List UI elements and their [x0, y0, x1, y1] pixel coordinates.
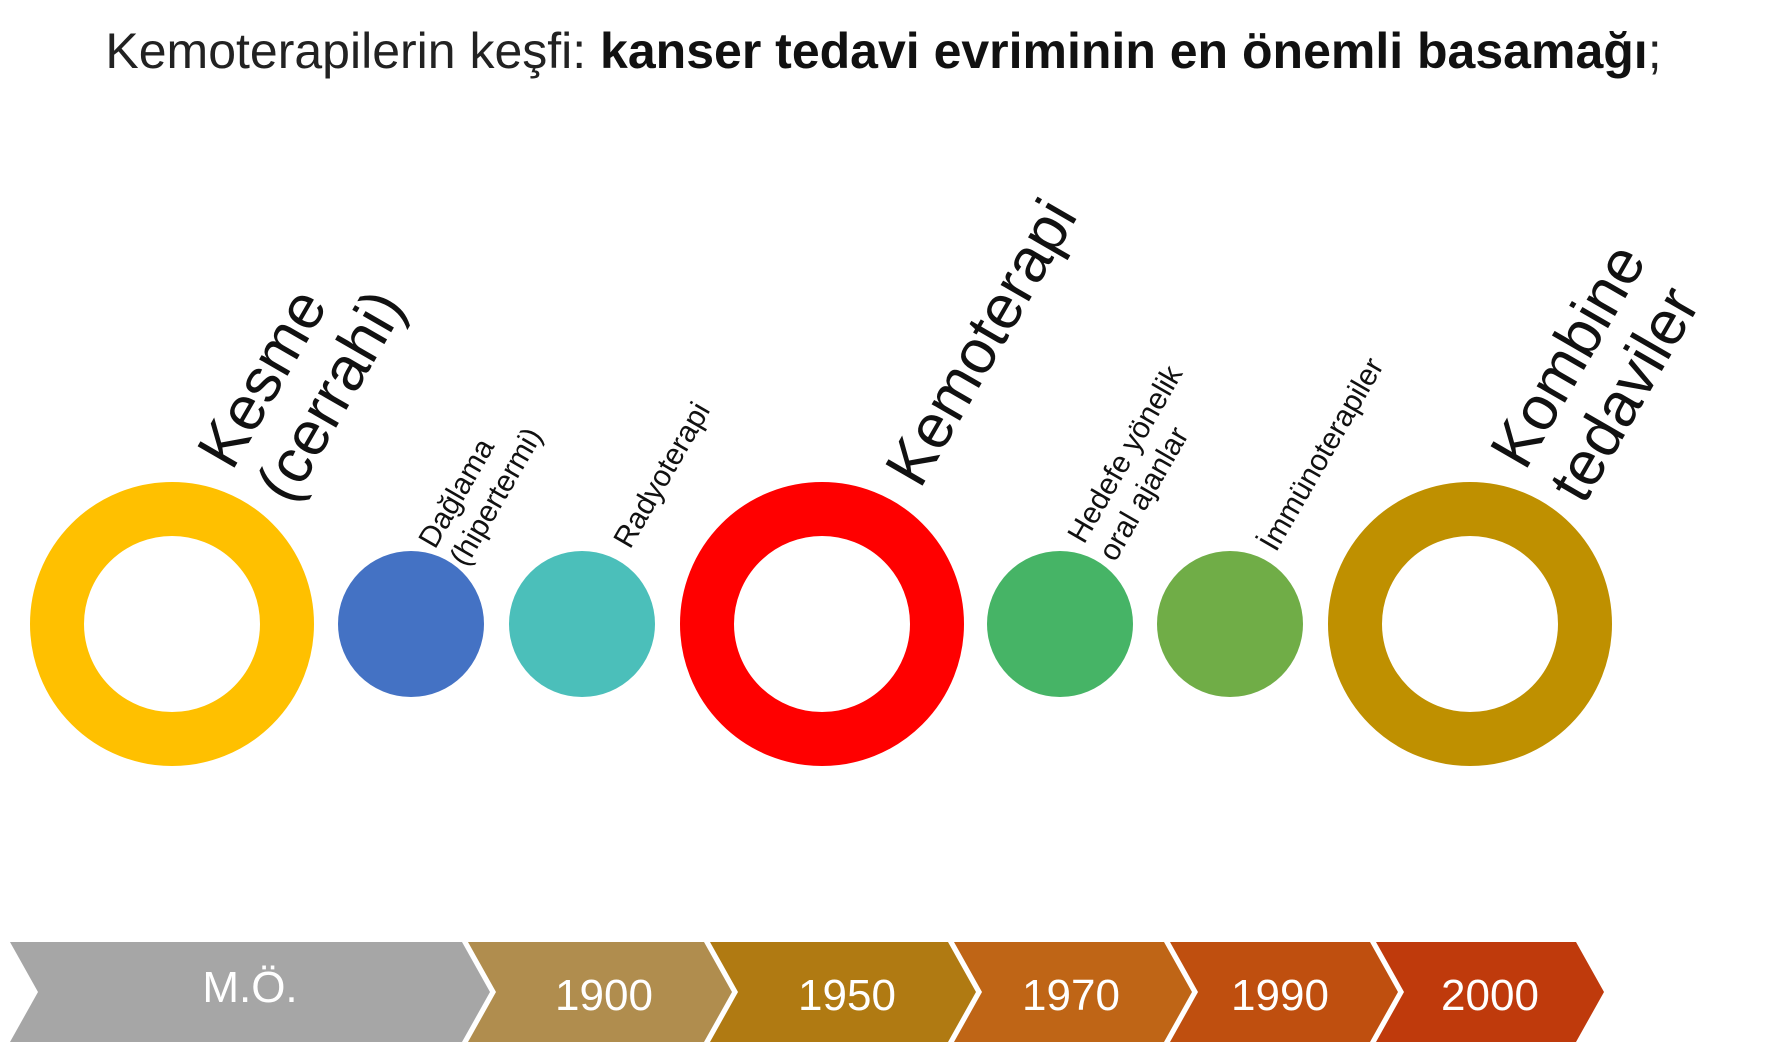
milestone-circle-immunotherapy — [1157, 551, 1303, 697]
timeline-label-2000: 2000 — [1441, 971, 1539, 1020]
timeline-arrow-1900 — [468, 942, 732, 1042]
milestone-circle-radiotherapy — [509, 551, 655, 697]
timeline-label-1970: 1970 — [1022, 971, 1120, 1020]
timeline-arrow-1990 — [1170, 942, 1398, 1042]
milestone-label-cautery: Dağlama (hipertermi) — [412, 422, 548, 571]
milestone-label-chemotherapy-line1: Kemoterapi — [872, 188, 1090, 497]
title-prefix: Kemoterapilerin keşfi: — [105, 23, 601, 79]
timeline-label-1990: 1990 — [1231, 971, 1329, 1020]
timeline-label-bc: M.Ö. — [202, 963, 297, 1012]
title-emphasis: kanser tedavi evriminin en önemli basama… — [600, 23, 1648, 79]
title-suffix: ; — [1647, 23, 1662, 79]
milestone-circle-targeted — [987, 551, 1133, 697]
timeline-arrow-bc — [10, 942, 490, 1042]
milestone-label-combined: Kombine tedaviler — [1477, 233, 1713, 513]
milestone-label-radiotherapy: Radyoterapi — [607, 397, 716, 554]
milestone-circle-combined — [1328, 482, 1612, 766]
milestone-label-radiotherapy-line1: Radyoterapi — [607, 397, 716, 554]
page-title: Kemoterapilerin keşfi: kanser tedavi evr… — [0, 22, 1767, 80]
milestone-circle-cautery — [338, 551, 484, 697]
timeline-arrow-1970 — [954, 942, 1192, 1042]
milestone-label-targeted: Hedefe yönelik oral ajanlar — [1061, 359, 1195, 566]
milestone-circle-surgery — [30, 482, 314, 766]
timeline-arrow-1950 — [710, 942, 976, 1042]
timeline-label-1950: 1950 — [798, 971, 896, 1020]
milestone-label-chemotherapy: Kemoterapi — [872, 188, 1090, 497]
timeline-arrow-2000 — [1376, 942, 1604, 1042]
milestone-label-surgery: Kesme (cerrahi) — [184, 277, 418, 513]
timeline-label-1900: 1900 — [555, 971, 653, 1020]
milestone-circle-chemotherapy — [680, 482, 964, 766]
